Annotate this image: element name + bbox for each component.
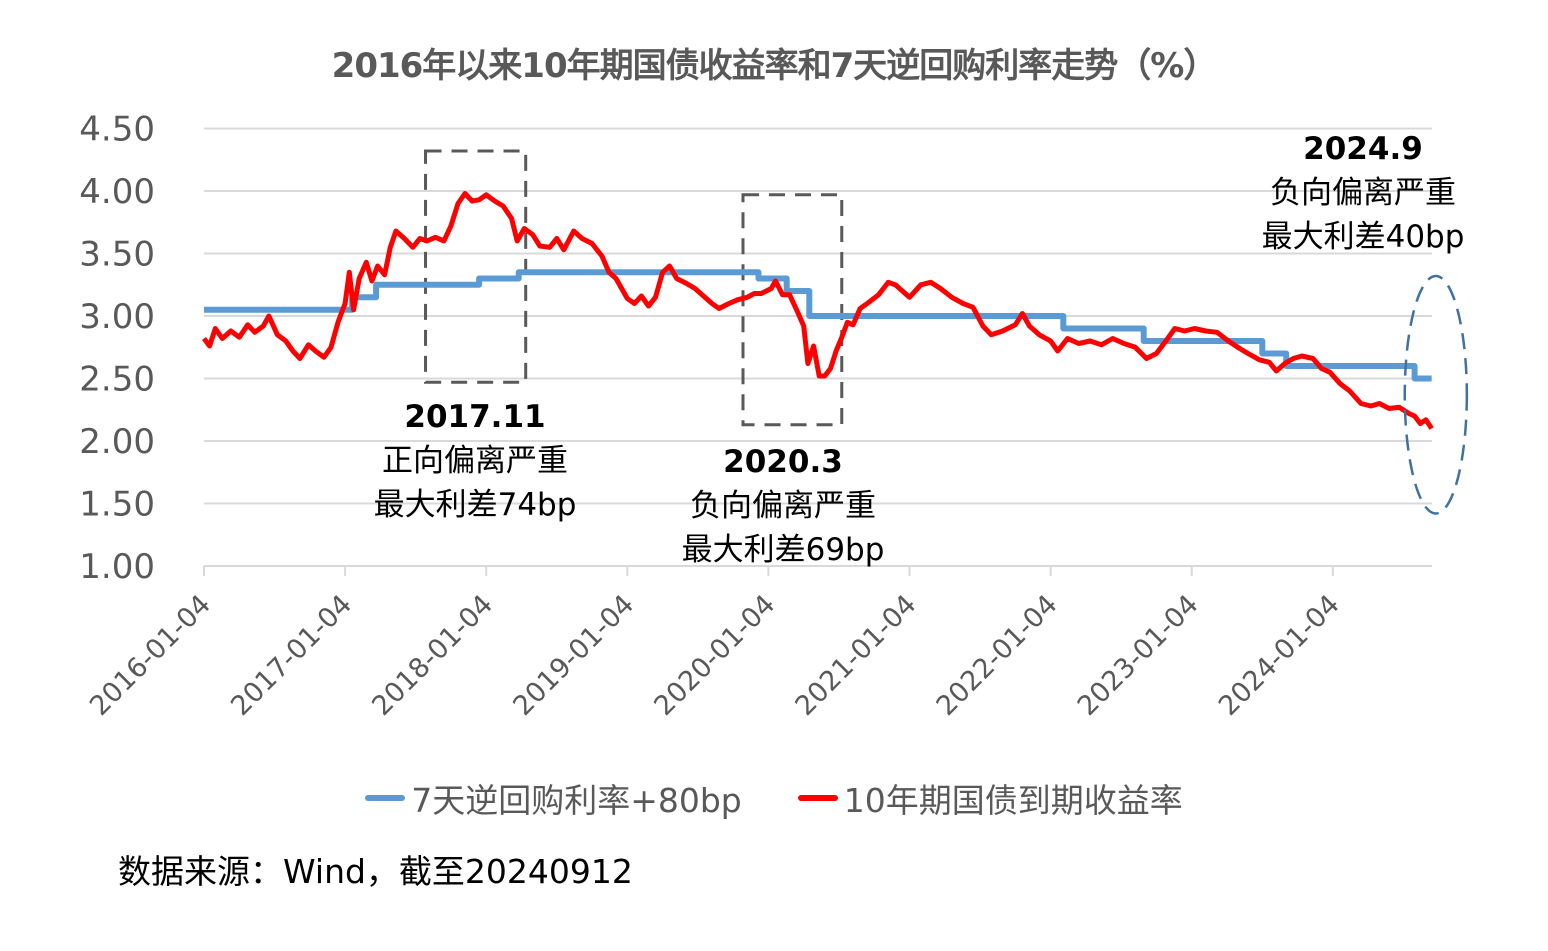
- x-tick-label: 2024-01-04: [1213, 589, 1346, 722]
- highlight-box: [424, 149, 528, 384]
- chart-title: 2016年以来10年期国债收益率和7天逆回购利率走势（%）: [331, 46, 1218, 86]
- y-tick-label: 2.00: [79, 422, 155, 462]
- x-tick-label: 2017-01-04: [225, 589, 358, 722]
- chart-legend: 7天逆回购利率+80bp 10年期国债到期收益率: [0, 774, 1548, 822]
- annotation-2020-spread: 最大利差69bp: [681, 532, 885, 568]
- x-tick-label: 2022-01-04: [931, 589, 1064, 722]
- x-tick-label: 2016-01-04: [84, 589, 217, 722]
- series-bond-yield-line: [201, 191, 1434, 430]
- annotation-2024: 2024.9 负向偏离严重 最大利差40bp: [1238, 127, 1488, 259]
- x-tick-label: 2020-01-04: [648, 589, 781, 722]
- x-tick-label: 2018-01-04: [366, 589, 499, 722]
- annotation-2020: 2020.3 负向偏离严重 最大利差69bp: [658, 440, 908, 572]
- source-note: 数据来源：Wind，截至20240912: [118, 852, 633, 891]
- y-tick-label: 1.50: [79, 485, 155, 525]
- y-tick-label: 4.50: [79, 110, 155, 150]
- annotation-2017-date: 2017.11: [404, 399, 546, 435]
- series-repo-rate-line: [204, 269, 1432, 382]
- legend-item-bond[interactable]: 10年期国债到期收益率: [797, 774, 1183, 822]
- y-tick-label: 3.00: [79, 297, 155, 337]
- highlight-ellipse-2024: [1403, 274, 1469, 515]
- legend-label-repo: 7天逆回购利率+80bp: [411, 781, 742, 820]
- x-tick-label: 2021-01-04: [790, 589, 923, 722]
- legend-item-repo[interactable]: 7天逆回购利率+80bp: [365, 774, 742, 822]
- highlight-box: [741, 193, 844, 427]
- annotation-2017: 2017.11 正向偏离严重 最大利差74bp: [350, 395, 600, 527]
- annotation-2020-date: 2020.3: [723, 444, 843, 480]
- x-tick-label: 2023-01-04: [1072, 589, 1205, 722]
- legend-swatch-repo-icon: [365, 795, 406, 801]
- y-tick-label: 2.50: [79, 360, 155, 400]
- y-tick-label: 1.00: [79, 547, 155, 587]
- annotation-2024-desc: 负向偏离严重: [1270, 175, 1456, 211]
- annotation-2017-desc: 正向偏离严重: [382, 443, 568, 479]
- annotation-2024-spread: 最大利差40bp: [1261, 219, 1465, 255]
- highlight-boxes: [424, 149, 844, 427]
- y-axis-labels: 4.50 4.00 3.50 3.00 2.50 2.00 1.50 1.00: [79, 110, 155, 588]
- legend-label-bond: 10年期国债到期收益率: [843, 781, 1183, 820]
- x-tick-label: 2019-01-04: [507, 589, 640, 722]
- annotation-2017-spread: 最大利差74bp: [373, 487, 577, 523]
- annotation-2024-date: 2024.9: [1303, 131, 1423, 167]
- legend-swatch-bond-icon: [797, 795, 838, 801]
- gridlines: [204, 127, 1432, 567]
- x-axis: 2016-01-04 2017-01-04 2018-01-04 2019-01-04…: [84, 566, 1346, 722]
- annotation-2020-desc: 负向偏离严重: [690, 488, 876, 524]
- y-tick-label: 3.50: [79, 235, 155, 275]
- y-tick-label: 4.00: [79, 172, 155, 212]
